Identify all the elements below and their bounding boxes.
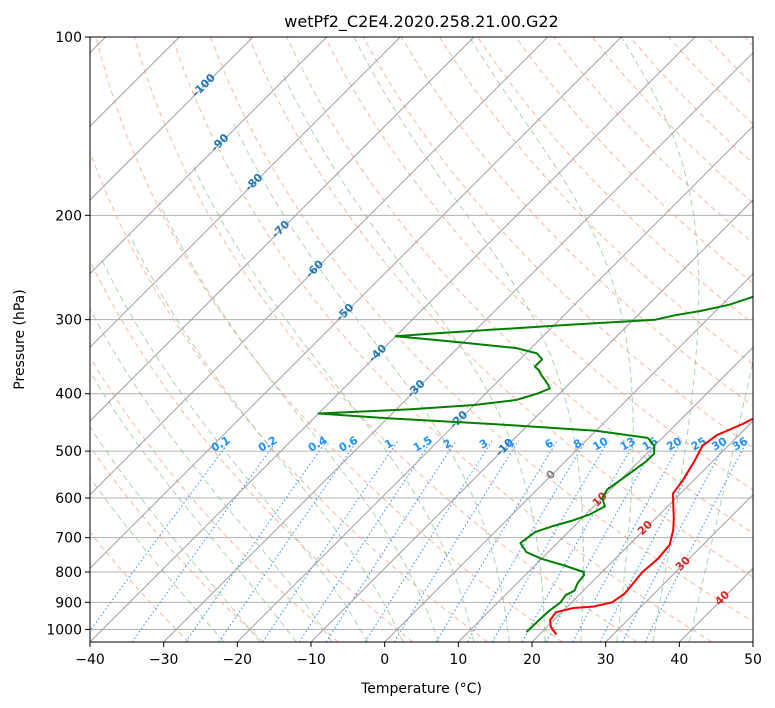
x-tick-label: 40 (670, 652, 688, 668)
mixing-ratio-line (325, 440, 457, 642)
moist-adiabat (233, 123, 510, 642)
dry-adiabat (438, 37, 753, 366)
moist-adiabat (90, 476, 225, 642)
dewpoint-line (317, 295, 753, 633)
x-tick-label: −30 (149, 652, 179, 668)
x-tick-label: −40 (75, 652, 105, 668)
y-axis-title: Pressure (hPa) (12, 289, 28, 389)
y-tick-label: 300 (55, 313, 82, 329)
x-axis: −40 −30 −20 −10 0 10 20 30 40 50 (75, 642, 762, 668)
moist-adiabat (90, 308, 333, 642)
moist-adiabat (158, 201, 439, 642)
mixing-ratio-line (185, 440, 328, 642)
dry-adiabat (400, 37, 753, 407)
y-tick-label: 100 (55, 30, 82, 46)
isotherm (90, 37, 696, 642)
y-tick-label: 400 (55, 387, 82, 403)
x-tick-label: −20 (223, 652, 253, 668)
isotherm (752, 641, 753, 642)
isotherm (457, 346, 753, 642)
temperature-line (549, 417, 753, 636)
x-tick-label: 30 (597, 652, 615, 668)
isotherm (90, 37, 328, 275)
y-tick-label: 800 (55, 565, 82, 581)
isotherm (90, 37, 549, 496)
y-axis: 100 200 300 400 500 600 700 800 900 1000 (46, 30, 90, 638)
dry-adiabat (515, 37, 753, 284)
plot-frame (89, 36, 754, 643)
isotherm (310, 199, 753, 642)
mixing-ratio-line (572, 440, 683, 642)
moist-adiabat (90, 426, 261, 642)
profiles (317, 295, 753, 636)
dry-adiabat (248, 37, 753, 578)
y-tick-label: 200 (55, 208, 82, 224)
moist-adiabat (353, 37, 584, 642)
x-axis-title: Temperature (°C) (360, 681, 482, 697)
x-tick-label: −10 (296, 652, 326, 668)
mixing-ratio-line (364, 440, 493, 642)
y-tick-label: 500 (55, 444, 82, 460)
x-tick-label: 10 (449, 652, 467, 668)
dry-adiabat (133, 37, 638, 642)
dry-adiabat (90, 150, 488, 642)
mixing-ratio-line (545, 440, 659, 642)
mixing-ratio-line (467, 440, 587, 642)
chart-title: wetPf2_C2E4.2020.258.21.00.G22 (284, 12, 558, 32)
isotherm (605, 493, 753, 642)
isotherm (531, 420, 753, 642)
dry-adiabat (95, 37, 563, 642)
isotherm (163, 51, 753, 642)
dry-adiabat (90, 356, 339, 642)
isotherms (90, 37, 753, 642)
y-tick-label: 600 (55, 491, 82, 507)
mixing-ratio-line (521, 440, 637, 642)
dry-adiabat (210, 37, 753, 623)
y-tick-label: 1000 (46, 622, 82, 638)
isotherm (236, 125, 753, 642)
dry-adiabat (90, 445, 264, 642)
dry-adiabat (171, 37, 712, 642)
x-tick-label: 20 (523, 652, 541, 668)
y-tick-label: 900 (55, 595, 82, 611)
mixing-ratio-line (644, 440, 748, 642)
mixing-ratio-lines (90, 440, 748, 642)
mixing-ratio-line (491, 440, 609, 642)
dry-adiabat (90, 531, 190, 642)
moist-adiabat (192, 165, 475, 642)
isotherm (90, 37, 622, 570)
x-tick-label: 0 (380, 652, 389, 668)
mixing-ratio-line (435, 440, 558, 642)
moist-adiabat (688, 358, 753, 642)
mixing-ratio-line (262, 440, 399, 642)
mixing-ratio-line (298, 440, 432, 642)
moist-adiabat (128, 233, 404, 642)
x-tick-label: 50 (744, 652, 762, 668)
isotherm (384, 272, 753, 642)
isotherm (90, 37, 401, 349)
moist-adiabat (620, 37, 700, 642)
y-tick-label: 700 (55, 531, 82, 547)
isotherm (90, 37, 254, 201)
isotherm (90, 37, 475, 422)
mixing-ratio-line (131, 440, 278, 642)
mixing-ratio-line (90, 440, 231, 632)
